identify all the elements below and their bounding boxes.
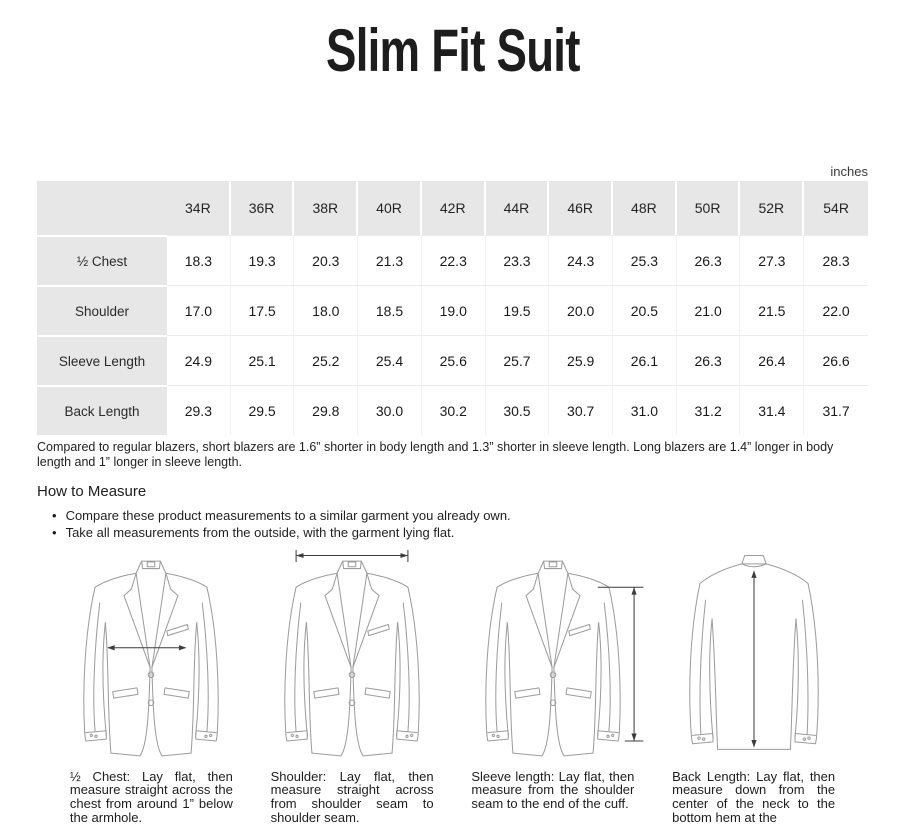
size-value-cell: 24.3 [549, 235, 614, 285]
how-to-measure-heading: How to Measure [37, 482, 147, 500]
size-value-cell: 18.0 [294, 285, 359, 335]
diagram-caption: Back Length: Lay flat, then measure down… [672, 768, 836, 825]
size-column-header: 36R [230, 181, 295, 235]
size-column-header: 46R [549, 181, 614, 235]
size-value-cell: 18.3 [167, 235, 231, 285]
row-label: Back Length [37, 385, 167, 435]
size-value-cell: 26.4 [740, 335, 805, 385]
size-value-cell: 29.3 [167, 385, 231, 435]
diagram-back-length: Back Length: Lay flat, then measure down… [657, 549, 850, 825]
size-table-row: Back Length 29.3 29.5 29.8 30.0 30.2 30.5 30.7 3… [37, 385, 868, 435]
size-value-cell: 29.8 [294, 385, 359, 435]
size-value-cell: 21.5 [740, 285, 805, 335]
units-label: inches [830, 164, 868, 179]
size-value-cell: 25.7 [485, 335, 550, 385]
size-value-cell: 18.5 [358, 285, 422, 335]
page-title: Slim Fit Suit [325, 17, 580, 84]
size-value-cell: 30.5 [485, 385, 550, 435]
size-column-header: 54R [804, 181, 868, 235]
size-column-header: 44R [485, 181, 550, 235]
back-length-measure-arrow [751, 570, 757, 748]
size-value-cell: 25.6 [421, 335, 486, 385]
size-value-cell: 19.0 [421, 285, 486, 335]
size-value-cell: 21.0 [676, 285, 741, 335]
size-column-header: 40R [358, 181, 422, 235]
size-value-cell: 31.2 [676, 385, 741, 435]
diagram-caption: ½ Chest: Lay flat, then measure straight… [69, 768, 233, 825]
size-value-cell: 31.0 [613, 385, 677, 435]
size-value-cell: 24.9 [167, 335, 231, 385]
measurement-diagrams: ½ Chest: Lay flat, then measure straight… [55, 549, 850, 825]
shoulder-measure-arrow [295, 549, 409, 562]
size-table-corner [37, 181, 167, 235]
sleeve-measure-arrow [597, 586, 644, 742]
size-value-cell: 27.3 [740, 235, 805, 285]
diagram-shoulder: Shoulder: Lay flat, then measure straigh… [256, 549, 449, 825]
size-value-cell: 31.7 [804, 385, 868, 435]
size-value-cell: 17.0 [167, 285, 231, 335]
size-value-cell: 25.2 [294, 335, 359, 385]
size-column-header: 52R [740, 181, 805, 235]
size-value-cell: 28.3 [804, 235, 868, 285]
diagram-sleeve-length: Sleeve length: Lay flat, then measure fr… [457, 549, 650, 825]
how-to-measure-list: Compare these product measurements to a … [52, 507, 905, 541]
size-value-cell: 25.9 [549, 335, 614, 385]
size-column-header: 34R [167, 181, 231, 235]
size-value-cell: 17.5 [230, 285, 295, 335]
size-note: Compared to regular blazers, short blaze… [37, 440, 834, 469]
size-column-header: 38R [294, 181, 359, 235]
size-value-cell: 20.3 [294, 235, 359, 285]
size-value-cell: 22.0 [804, 285, 868, 335]
size-value-cell: 26.3 [676, 335, 741, 385]
diagram-caption: Sleeve length: Lay flat, then measure fr… [471, 768, 635, 812]
suit-front-shoulder-arrow-diagram-icon [284, 549, 420, 757]
row-label: Sleeve Length [37, 335, 167, 385]
size-table: 34R 36R 38R 40R 42R 44R 46R 48R 50R 52R 54R ½ Chest… [37, 181, 868, 435]
row-label: ½ Chest [37, 235, 167, 285]
size-value-cell: 26.6 [804, 335, 868, 385]
size-column-header: 48R [613, 181, 677, 235]
page-header: Slim Fit Suit [0, 16, 905, 84]
size-value-cell: 25.3 [613, 235, 677, 285]
suit-front-chest-arrow-diagram-icon [83, 560, 220, 757]
size-value-cell: 20.5 [613, 285, 677, 335]
size-column-header: 50R [676, 181, 741, 235]
size-value-cell: 26.1 [613, 335, 677, 385]
size-value-cell: 30.0 [358, 385, 422, 435]
size-value-cell: 20.0 [549, 285, 614, 335]
size-table-row: Shoulder 17.0 17.5 18.0 18.5 19.0 19.5 20.0 20.5… [37, 285, 868, 335]
size-value-cell: 22.3 [421, 235, 486, 285]
size-value-cell: 21.3 [358, 235, 422, 285]
size-value-cell: 23.3 [485, 235, 550, 285]
row-label: Shoulder [37, 285, 167, 335]
size-table-row: Sleeve Length 24.9 25.1 25.2 25.4 25.6 25.7 25.… [37, 335, 868, 385]
chest-measure-arrow [107, 644, 187, 651]
size-value-cell: 30.7 [549, 385, 614, 435]
size-value-cell: 31.4 [740, 385, 805, 435]
size-value-cell: 19.3 [230, 235, 295, 285]
how-to-measure-item: Take all measurements from the outside, … [52, 524, 905, 541]
size-column-header: 42R [421, 181, 486, 235]
size-value-cell: 19.5 [485, 285, 550, 335]
size-value-cell: 30.2 [421, 385, 486, 435]
size-value-cell: 26.3 [676, 235, 741, 285]
suit-front-sleeve-arrow-diagram-icon [485, 560, 644, 757]
size-value-cell: 29.5 [230, 385, 295, 435]
size-table-row: ½ Chest 18.3 19.3 20.3 21.3 22.3 23.3 24.3 25.3 2… [37, 235, 868, 285]
size-value-cell: 25.4 [358, 335, 422, 385]
how-to-measure-item: Compare these product measurements to a … [52, 507, 905, 524]
suit-back-length-arrow-diagram-icon [688, 554, 819, 750]
size-value-cell: 25.1 [230, 335, 295, 385]
diagram-caption: Shoulder: Lay flat, then measure straigh… [270, 768, 434, 825]
diagram-half-chest: ½ Chest: Lay flat, then measure straight… [55, 549, 248, 825]
